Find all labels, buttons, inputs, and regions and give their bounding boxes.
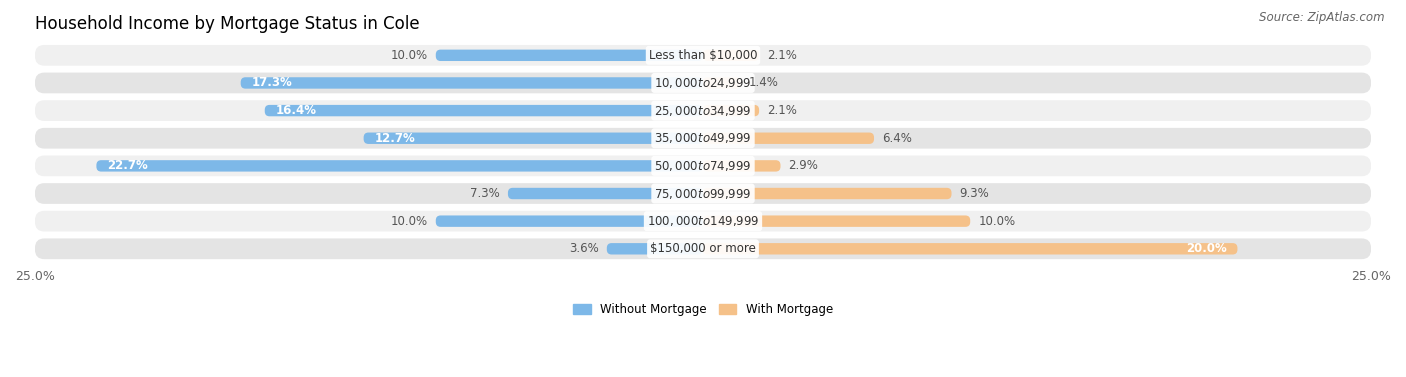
FancyBboxPatch shape xyxy=(703,105,759,116)
Text: 22.7%: 22.7% xyxy=(107,159,148,172)
Text: 10.0%: 10.0% xyxy=(391,49,427,62)
FancyBboxPatch shape xyxy=(607,243,703,254)
Text: 3.6%: 3.6% xyxy=(569,242,599,255)
Text: 9.3%: 9.3% xyxy=(959,187,990,200)
Text: Less than $10,000: Less than $10,000 xyxy=(648,49,758,62)
FancyBboxPatch shape xyxy=(703,133,875,144)
Text: $75,000 to $99,999: $75,000 to $99,999 xyxy=(654,187,752,201)
Text: 1.4%: 1.4% xyxy=(748,77,779,89)
FancyBboxPatch shape xyxy=(364,133,703,144)
Text: $10,000 to $24,999: $10,000 to $24,999 xyxy=(654,76,752,90)
FancyBboxPatch shape xyxy=(703,160,780,172)
Text: 20.0%: 20.0% xyxy=(1187,242,1227,255)
FancyBboxPatch shape xyxy=(703,243,1237,254)
Text: 7.3%: 7.3% xyxy=(470,187,501,200)
Text: 10.0%: 10.0% xyxy=(391,215,427,228)
Text: 10.0%: 10.0% xyxy=(979,215,1015,228)
FancyBboxPatch shape xyxy=(703,216,970,227)
FancyBboxPatch shape xyxy=(703,50,759,61)
Text: $25,000 to $34,999: $25,000 to $34,999 xyxy=(654,104,752,118)
FancyBboxPatch shape xyxy=(35,183,1371,204)
Text: $35,000 to $49,999: $35,000 to $49,999 xyxy=(654,131,752,145)
FancyBboxPatch shape xyxy=(703,77,741,89)
FancyBboxPatch shape xyxy=(35,238,1371,259)
Text: 2.1%: 2.1% xyxy=(768,49,797,62)
Text: 17.3%: 17.3% xyxy=(252,77,292,89)
Legend: Without Mortgage, With Mortgage: Without Mortgage, With Mortgage xyxy=(568,298,838,321)
Text: 2.9%: 2.9% xyxy=(789,159,818,172)
FancyBboxPatch shape xyxy=(35,211,1371,231)
FancyBboxPatch shape xyxy=(35,128,1371,149)
FancyBboxPatch shape xyxy=(264,105,703,116)
FancyBboxPatch shape xyxy=(436,216,703,227)
Text: Source: ZipAtlas.com: Source: ZipAtlas.com xyxy=(1260,11,1385,24)
Text: 2.1%: 2.1% xyxy=(768,104,797,117)
FancyBboxPatch shape xyxy=(703,188,952,199)
FancyBboxPatch shape xyxy=(240,77,703,89)
Text: 6.4%: 6.4% xyxy=(882,132,912,145)
FancyBboxPatch shape xyxy=(35,73,1371,93)
Text: 12.7%: 12.7% xyxy=(374,132,415,145)
FancyBboxPatch shape xyxy=(35,45,1371,66)
FancyBboxPatch shape xyxy=(508,188,703,199)
Text: Household Income by Mortgage Status in Cole: Household Income by Mortgage Status in C… xyxy=(35,15,419,33)
Text: 16.4%: 16.4% xyxy=(276,104,316,117)
Text: $150,000 or more: $150,000 or more xyxy=(650,242,756,255)
Text: $50,000 to $74,999: $50,000 to $74,999 xyxy=(654,159,752,173)
FancyBboxPatch shape xyxy=(35,155,1371,176)
FancyBboxPatch shape xyxy=(35,100,1371,121)
FancyBboxPatch shape xyxy=(97,160,703,172)
FancyBboxPatch shape xyxy=(436,50,703,61)
Text: $100,000 to $149,999: $100,000 to $149,999 xyxy=(647,214,759,228)
